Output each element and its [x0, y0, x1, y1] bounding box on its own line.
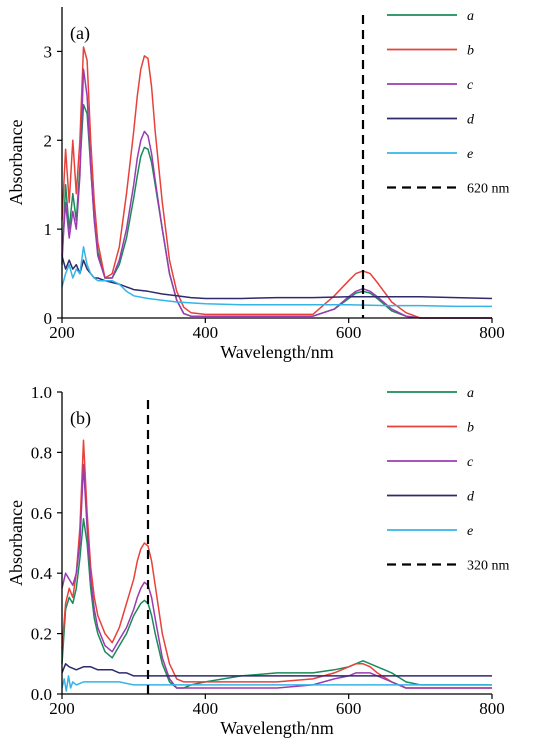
series-line-c [61, 68, 492, 319]
series-line-a [61, 518, 492, 689]
legend-label-c: c [467, 78, 474, 93]
x-tick-label: 200 [49, 699, 75, 718]
y-tick-label: 0 [44, 309, 53, 328]
series-line-b [61, 46, 492, 319]
y-tick-label: 0.4 [31, 564, 53, 583]
panel-label: (b) [70, 408, 91, 429]
legend-label-a: a [467, 386, 474, 401]
x-tick-label: 200 [49, 323, 75, 342]
legend: a b c d e 320 nm [387, 386, 510, 574]
y-tick-label: 1 [44, 220, 53, 239]
series-line-c [61, 463, 492, 689]
legend-label-b: b [467, 421, 474, 436]
legend-label-c: c [467, 455, 474, 470]
series-line-a [61, 103, 492, 319]
series-line-d [61, 663, 492, 677]
y-tick-label: 0.8 [31, 443, 52, 462]
y-tick-label: 0.2 [31, 625, 52, 644]
y-tick-label: 0.6 [31, 504, 52, 523]
legend-label-e: e [467, 147, 473, 162]
legend-label-d: d [467, 490, 475, 505]
panel-label: (a) [70, 23, 90, 44]
x-tick-label: 600 [336, 699, 362, 718]
legend-label-reference: 620 nm [467, 182, 510, 197]
x-tick-label: 600 [336, 323, 362, 342]
series-line-d [61, 255, 493, 300]
y-axis-title: Absorbance [6, 120, 26, 206]
series-line-e [61, 246, 492, 308]
y-tick-label: 3 [44, 42, 53, 61]
panel-b: 200 400 600 800 0.0 0.2 0.4 0.6 0.8 1.0 Wavelength… [6, 383, 510, 738]
series-line-e [61, 675, 492, 692]
y-tick-label: 0.0 [31, 685, 52, 704]
x-tick-label: 400 [193, 323, 219, 342]
x-tick-label: 800 [479, 323, 505, 342]
y-tick-label: 2 [44, 131, 53, 150]
y-axis-title: Absorbance [6, 500, 26, 586]
x-tick-label: 800 [479, 699, 505, 718]
panel-a: 200 400 600 800 0 1 2 3 Wavelength/nm Absorbance (… [6, 7, 510, 362]
series-line-b [61, 439, 492, 689]
x-axis-title: Wavelength/nm [220, 718, 334, 738]
legend-label-e: e [467, 524, 473, 539]
legend-label-a: a [467, 9, 474, 24]
legend-label-b: b [467, 44, 474, 59]
x-axis-title: Wavelength/nm [220, 342, 334, 362]
legend-label-d: d [467, 113, 475, 128]
legend-label-reference: 320 nm [467, 559, 510, 574]
y-tick-label: 1.0 [31, 383, 52, 402]
legend: a b c d e 620 nm [387, 9, 510, 197]
x-tick-label: 400 [193, 699, 219, 718]
